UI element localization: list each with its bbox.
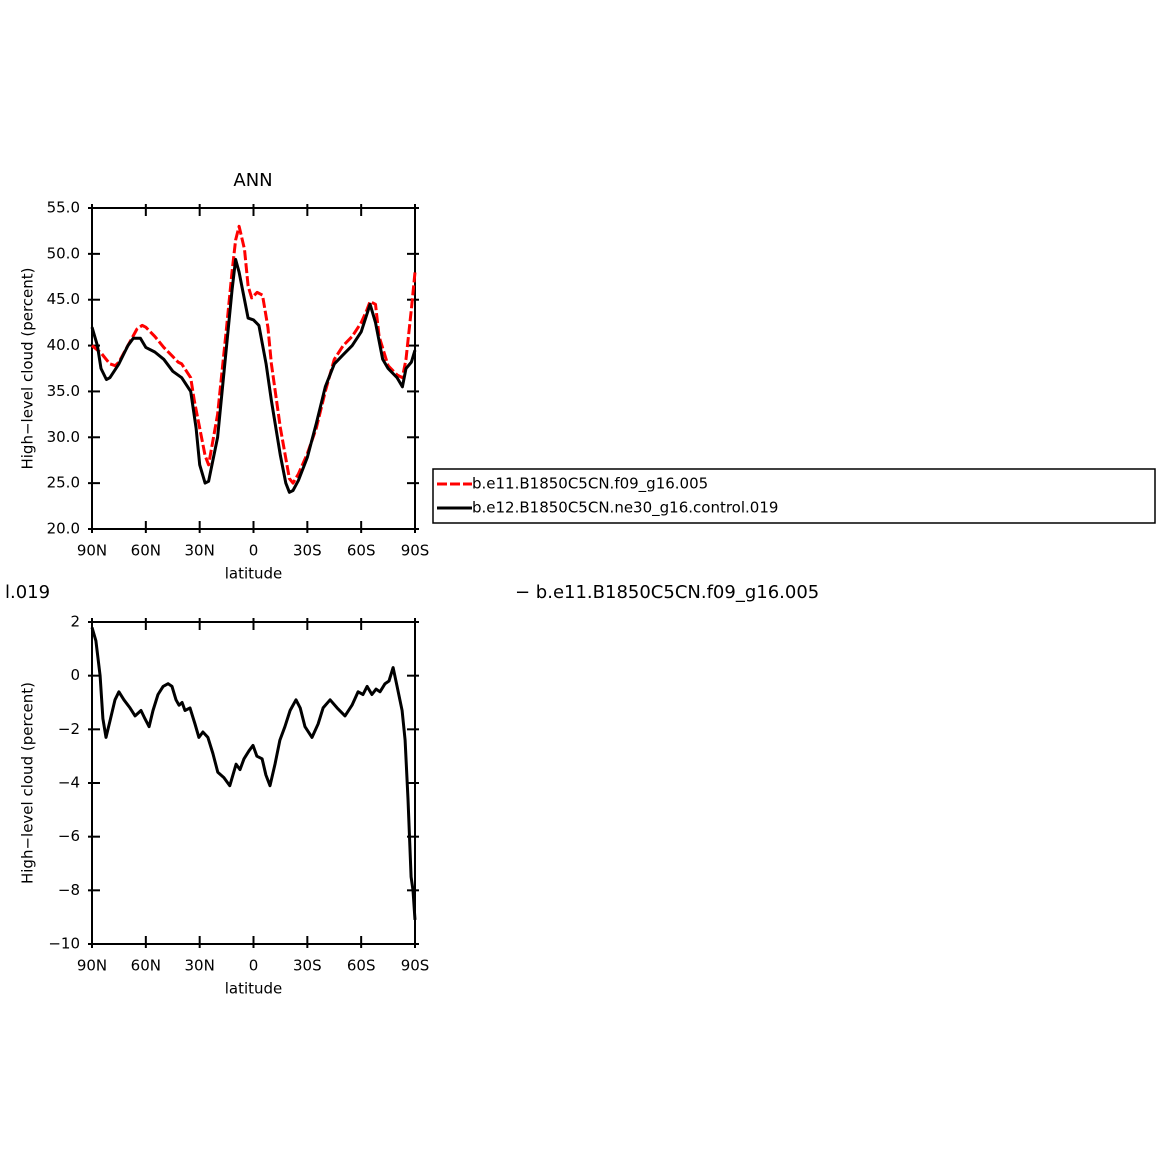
y-tick-label: 25.0 (47, 474, 80, 492)
y-tick-label: 0 (70, 666, 80, 684)
x-tick-label: 90S (401, 957, 430, 975)
y-tick-label: 2 (70, 613, 80, 631)
data-line (90, 626, 417, 921)
x-tick-label: 30N (185, 542, 215, 560)
y-tick-label: −4 (58, 774, 80, 792)
y-tick-label: −8 (58, 881, 80, 899)
x-tick-label: 90S (401, 542, 430, 560)
x-tick-label: 60S (347, 542, 376, 560)
x-tick-label: 30S (293, 542, 322, 560)
x-axis-label: latitude (225, 980, 283, 998)
y-tick-label: 50.0 (47, 244, 80, 262)
x-tick-label: 0 (249, 542, 259, 560)
y-tick-label: −2 (58, 720, 80, 738)
y-tick-label: −10 (48, 935, 80, 953)
y-tick-label: 30.0 (47, 428, 80, 446)
y-axis-label: High−level cloud (percent) (19, 682, 37, 884)
x-tick-label: 0 (249, 957, 259, 975)
data-line (91, 224, 417, 485)
chart-title-left: l.019 (5, 582, 50, 603)
plot-frame (91, 207, 416, 530)
legend-label: b.e11.B1850C5CN.f09_g16.005 (472, 475, 708, 494)
chart-title-right: − b.e11.B1850C5CN.f09_g16.005 (515, 582, 819, 603)
y-axis-label: High−level cloud (percent) (19, 267, 37, 469)
x-tick-label: 60S (347, 957, 376, 975)
y-tick-label: −6 (58, 827, 80, 845)
y-tick-label: 55.0 (47, 199, 80, 217)
legend-label: b.e12.B1850C5CN.ne30_g16.control.019 (472, 499, 778, 518)
data-line (90, 257, 417, 494)
x-tick-label: 90N (77, 542, 107, 560)
x-tick-label: 90N (77, 957, 107, 975)
x-tick-label: 30S (293, 957, 322, 975)
y-tick-label: 35.0 (47, 382, 80, 400)
y-tick-label: 40.0 (47, 336, 80, 354)
plot-frame (91, 621, 416, 945)
y-tick-label: 20.0 (47, 520, 80, 538)
x-tick-label: 30N (185, 957, 215, 975)
chart-title: ANN (233, 170, 272, 191)
x-tick-label: 60N (131, 957, 161, 975)
y-tick-label: 45.0 (47, 290, 80, 308)
x-axis-label: latitude (225, 565, 283, 583)
x-tick-label: 60N (131, 542, 161, 560)
legend-box (432, 468, 1156, 524)
